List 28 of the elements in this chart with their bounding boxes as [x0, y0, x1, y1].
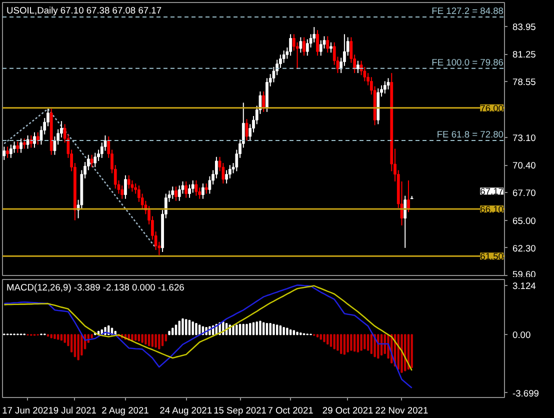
ref-line-label: 76.00	[480, 103, 504, 114]
x-tick-label: 2 Aug 2021	[102, 406, 149, 416]
y-tick-label: 62.30	[512, 243, 536, 254]
y-tick-label: 73.10	[512, 132, 536, 143]
y-tick-label: 81.25	[512, 50, 536, 60]
chart-title: MACD(12,26,9) -3.389 -2.138 0.000 -1.626	[6, 282, 184, 292]
y-tick-label: 70.40	[512, 160, 536, 171]
y-tick-label: 0.00	[512, 330, 531, 340]
y-tick-label: 83.95	[512, 22, 536, 32]
y-tick-label: 65.00	[512, 216, 536, 226]
y-tick-label: -3.699	[512, 388, 539, 398]
x-tick-label: 15 Sep 2021	[214, 406, 266, 416]
chart-title: USOIL,Daily 67.10 67.38 67.08 67.17	[6, 6, 162, 16]
ref-line-label: 66.10	[480, 204, 504, 215]
annotation: 67.17	[480, 186, 504, 197]
x-tick-label: 24 Aug 2021	[160, 406, 212, 416]
x-tick-label: 29 Oct 2021	[322, 406, 374, 416]
x-tick-label: 17 Jun 2021	[2, 406, 54, 416]
y-tick-label: 78.55	[512, 77, 536, 88]
x-tick-label: 7 Oct 2021	[268, 406, 314, 416]
ref-line-label: 61.50	[480, 252, 504, 262]
y-tick-label: 3.124	[512, 280, 536, 291]
y-tick-label: 67.70	[512, 188, 536, 198]
ref-line-label: FE 127.2 = 84.88	[432, 6, 504, 16]
ref-line-label: FE 61.8 = 72.80	[436, 130, 504, 140]
x-tick-label: 9 Jul 2021	[53, 406, 96, 416]
ref-line-label: FE 100.0 = 79.86	[432, 57, 504, 68]
x-tick-label: 22 Nov 2021	[375, 406, 428, 416]
